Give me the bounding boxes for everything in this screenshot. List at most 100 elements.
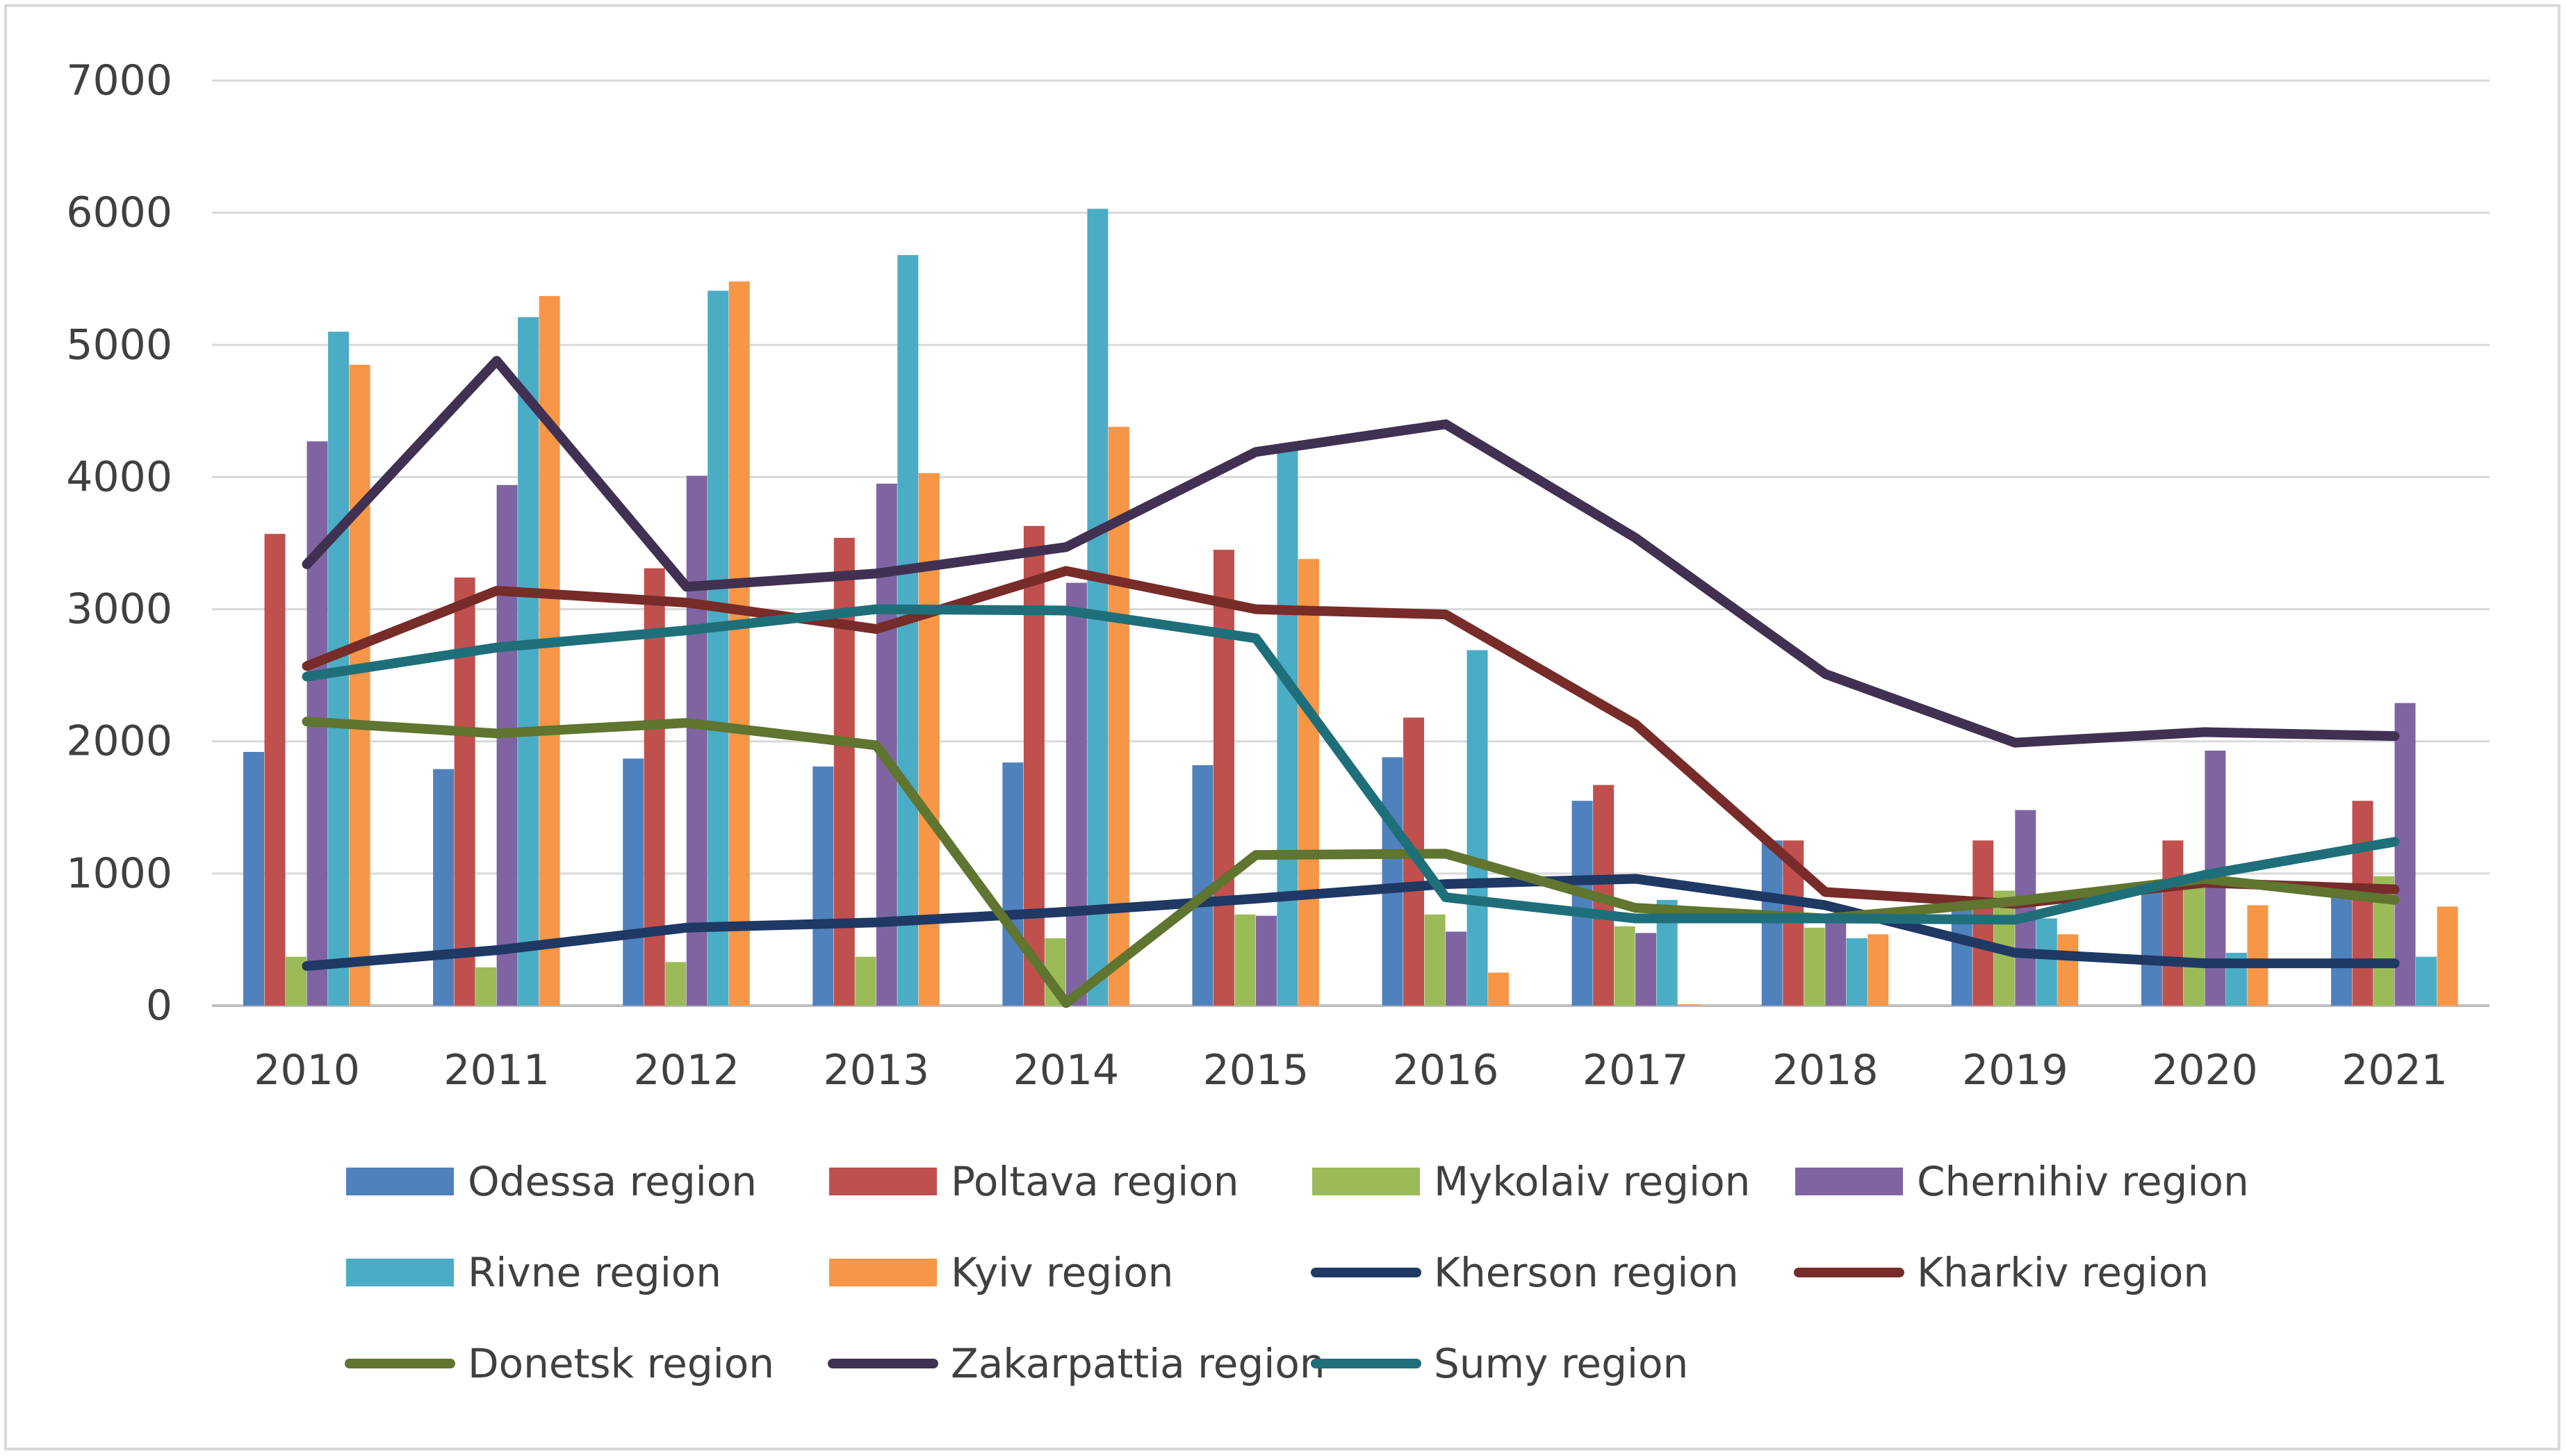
legend-swatch-mykolaiv-region [1312,1168,1420,1195]
bar-poltava-region-2010 [264,534,286,1006]
bar-chernihiv-region-2018 [1825,921,1847,1006]
legend-swatch-odessa-region [346,1168,454,1195]
bar-rivne-region-2014 [1087,208,1109,1006]
bar-odessa-region-2014 [1002,762,1024,1006]
bar-kyiv-region-2011 [539,295,560,1006]
x-tick-label-2018: 2018 [1772,1046,1879,1095]
bar-odessa-region-2012 [623,758,644,1006]
bar-rivne-region-2019 [2036,918,2057,1006]
legend-label-mykolaiv-region: Mykolaiv region [1434,1158,1750,1205]
y-tick-label-4000: 4000 [66,452,172,501]
bar-mykolaiv-region-2020 [2183,883,2205,1006]
x-tick-label-2015: 2015 [1203,1046,1309,1095]
bar-chernihiv-region-2014 [1065,582,1087,1006]
legend-item-rivne-region: Rivne region [346,1249,721,1296]
bar-rivne-region-2021 [2415,956,2437,1006]
y-tick-label-1000: 1000 [66,849,172,898]
bar-chernihiv-region-2016 [1446,931,1467,1006]
x-tick-label-2019: 2019 [1962,1046,2068,1095]
bar-mykolaiv-region-2018 [1804,927,1825,1006]
y-tick-label-5000: 5000 [66,320,172,369]
bar-chernihiv-region-2012 [686,475,708,1006]
x-tick-label-2020: 2020 [2152,1046,2258,1095]
legend-item-odessa-region: Odessa region [346,1158,757,1205]
legend-swatch-kyiv-region [829,1259,937,1286]
line-series-sumy-region [302,604,2400,925]
legend-item-kharkiv-region: Kharkiv region [1794,1249,2209,1296]
legend-label-kyiv-region: Kyiv region [951,1249,1173,1296]
y-tick-label-7000: 7000 [66,56,172,105]
bar-poltava-region-2021 [2352,801,2373,1006]
legend-item-mykolaiv-region: Mykolaiv region [1312,1158,1750,1205]
bar-odessa-region-2013 [812,766,834,1006]
bar-kyiv-region-2012 [728,281,750,1006]
x-tick-label-2016: 2016 [1393,1046,1499,1095]
legend-label-rivne-region: Rivne region [468,1249,721,1296]
bar-odessa-region-2021 [2330,886,2352,1006]
x-tick-label-2013: 2013 [823,1046,929,1095]
bar-rivne-region-2016 [1466,650,1488,1006]
bar-rivne-region-2013 [897,254,919,1006]
bar-rivne-region-2018 [1846,938,1868,1006]
bar-kyiv-region-2015 [1298,559,1319,1006]
x-tick-label-2011: 2011 [443,1046,550,1095]
x-tick-label-2021: 2021 [2342,1046,2448,1095]
line-series-kherson-region [302,874,2400,971]
bar-odessa-region-2016 [1382,757,1403,1006]
bar-kyiv-region-2010 [349,364,370,1006]
bar-rivne-region-2011 [518,317,539,1006]
y-tick-label-3000: 3000 [66,585,172,634]
legend-label-poltava-region: Poltava region [951,1158,1239,1205]
bar-poltava-region-2020 [2162,840,2184,1006]
legend-item-kyiv-region: Kyiv region [829,1249,1173,1296]
bar-kyiv-region-2020 [2247,905,2269,1006]
legend-swatch-chernihiv-region [1795,1168,1903,1195]
bar-poltava-region-2015 [1213,550,1234,1006]
legend-item-sumy-region: Sumy region [1311,1340,1688,1387]
bar-kyiv-region-2017 [1678,1004,1699,1006]
bar-chernihiv-region-2015 [1255,915,1277,1006]
legend-item-donetsk-region: Donetsk region [345,1340,774,1387]
bar-mykolaiv-region-2011 [475,967,497,1006]
x-tick-label-2017: 2017 [1583,1046,1689,1095]
legend-label-kherson-region: Kherson region [1434,1249,1739,1296]
legend-label-odessa-region: Odessa region [468,1158,757,1205]
line-series-group [302,356,2400,1008]
x-tick-label-2014: 2014 [1013,1046,1120,1095]
legend-label-donetsk-region: Donetsk region [468,1340,774,1387]
bar-mykolaiv-region-2012 [665,962,687,1006]
bar-mykolaiv-region-2013 [855,956,876,1006]
x-tick-label-2010: 2010 [254,1046,360,1095]
legend-swatch-poltava-region [829,1168,937,1195]
bar-series-group [243,208,2458,1006]
bar-mykolaiv-region-2017 [1614,926,1635,1006]
bar-chernihiv-region-2021 [2394,703,2416,1006]
legend-item-kherson-region: Kherson region [1311,1249,1739,1296]
x-tick-label-2012: 2012 [633,1046,739,1095]
y-tick-label-6000: 6000 [66,188,172,237]
bar-odessa-region-2017 [1571,801,1593,1006]
bar-mykolaiv-region-2016 [1424,914,1446,1006]
bar-poltava-region-2011 [454,577,475,1006]
x-axis: 2010 2011 2012 2013 2014 2015 2016 2017 2018 2019… [254,1046,2448,1095]
legend-swatch-rivne-region [346,1259,454,1286]
bar-kyiv-region-2016 [1488,972,1510,1006]
legend-item-zakarpattia-region: Zakarpattia region [828,1340,1325,1387]
bar-kyiv-region-2019 [2057,934,2079,1006]
y-axis: 0 1000 2000 3000 4000 5000 6000 7000 [66,56,172,1030]
bar-chernihiv-region-2017 [1635,933,1657,1006]
bar-kyiv-region-2013 [918,473,940,1006]
line-series-zakarpattia-region [302,356,2400,748]
bar-kyiv-region-2021 [2437,906,2458,1006]
legend-label-sumy-region: Sumy region [1434,1340,1688,1387]
bar-odessa-region-2010 [243,751,265,1006]
bar-chernihiv-region-2011 [496,484,518,1006]
bar-odessa-region-2020 [2141,886,2162,1006]
bar-rivne-region-2015 [1277,450,1298,1006]
legend-label-kharkiv-region: Kharkiv region [1917,1249,2209,1296]
legend: Odessa region Poltava region Mykolaiv regi… [345,1158,2249,1387]
y-tick-label-2000: 2000 [66,717,172,766]
line-series-donetsk-region [302,717,2400,1008]
legend-label-zakarpattia-region: Zakarpattia region [951,1340,1325,1387]
